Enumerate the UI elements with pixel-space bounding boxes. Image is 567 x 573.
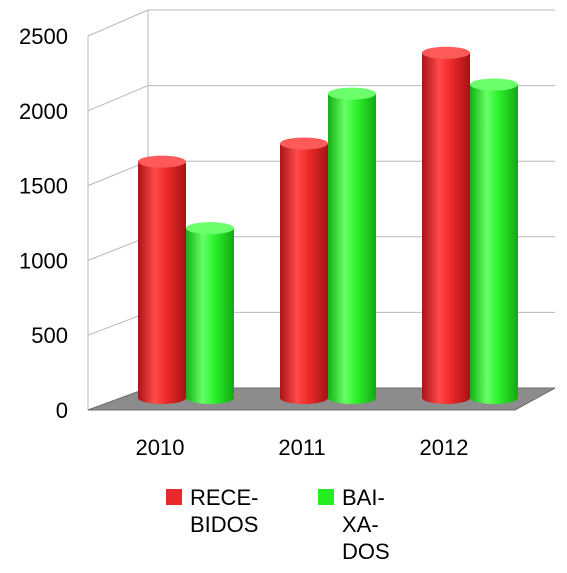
y-tick-label-1: 500: [31, 323, 68, 348]
bar-2012-series-2: [470, 78, 518, 404]
x-tick-label-2012: 2012: [420, 435, 469, 460]
bar-2011-series-2: [328, 87, 376, 404]
bar-2011-series-1: [280, 137, 328, 404]
y-tick-label-0: 0: [56, 398, 68, 423]
legend: RECE- BIDOS BAI- XA- DOS: [0, 484, 567, 573]
x-tick-label-2011: 2011: [278, 435, 325, 460]
y-axis-ticks: 0 500 1000 1500 2000 2500: [19, 24, 68, 423]
y-tick-label-2: 1000: [19, 248, 68, 273]
legend-swatch-red: [166, 489, 182, 505]
bar-chart: 0 500 1000 1500 2000 2500 2010 2011 2012: [19, 9, 556, 460]
legend-swatch-green: [318, 489, 334, 505]
bar-2012-series-1: [422, 46, 470, 404]
gridline-side-4: [87, 85, 149, 112]
y-tick-label-3: 1500: [19, 174, 68, 199]
legend-item-series-1: RECE- BIDOS: [166, 484, 258, 538]
bars: [138, 46, 518, 404]
y-tick-label-5: 2500: [19, 24, 68, 49]
y-tick-label-4: 2000: [19, 99, 68, 124]
gridline-side-5: [87, 9, 149, 37]
legend-label-series-2: BAI- XA- DOS: [342, 485, 390, 564]
bar-2010-series-2: [186, 222, 234, 404]
x-axis-ticks: 2010 2011 2012: [136, 435, 469, 460]
x-tick-label-2010: 2010: [136, 435, 185, 460]
bar-2010-series-1: [138, 155, 186, 404]
legend-label-series-1: RECE- BIDOS: [190, 485, 259, 537]
legend-item-series-2: BAI- XA- DOS: [318, 484, 390, 565]
